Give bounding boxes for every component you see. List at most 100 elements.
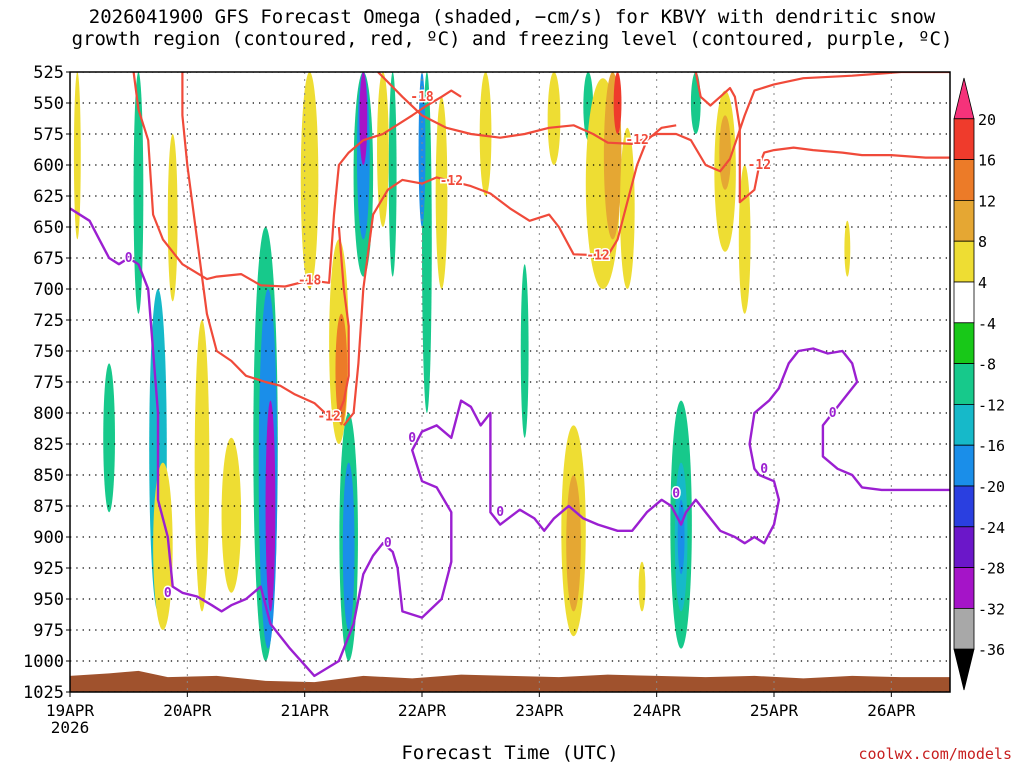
y-tick-label: 850 xyxy=(33,466,64,486)
y-tick-label: 600 xyxy=(33,156,64,176)
colorbar: 20 16 12 8 4 -4 -8 -12 -16 -20 -24 -28 -32 -36 xyxy=(953,77,1005,691)
y-tick-label: 700 xyxy=(33,280,64,300)
y-tick-label: 800 xyxy=(33,404,64,424)
colorbar-segment-9 xyxy=(953,444,975,487)
contour-label-8: -18 xyxy=(298,273,322,288)
x-tick-label: 22APR xyxy=(398,701,447,720)
omega-blob-42 xyxy=(844,220,851,277)
omega-blob-33 xyxy=(620,127,635,290)
colorbar-label: -28 xyxy=(978,560,1005,578)
colorbar-segment-5 xyxy=(953,281,975,324)
y-tick-label: 725 xyxy=(33,311,64,331)
colorbar-segment-11 xyxy=(953,526,975,568)
chart-title-line-2: growth region (contoured, red, ºC) and f… xyxy=(71,28,953,50)
omega-blob-26 xyxy=(547,72,561,165)
colorbar-label: 20 xyxy=(978,111,996,129)
omega-blob-19 xyxy=(377,72,389,227)
y-tick-label: 900 xyxy=(33,528,64,548)
x-tick-label: 24APR xyxy=(633,701,682,720)
chart-title-line-1: 2026041900 GFS Forecast Omega (shaded, −… xyxy=(88,6,936,28)
colorbar-segment-10 xyxy=(953,485,975,528)
omega-blob-40 xyxy=(719,115,731,190)
colorbar-segment-12 xyxy=(953,567,975,609)
contour-dgz-0 xyxy=(132,72,462,288)
omega-blob-11 xyxy=(300,72,319,289)
colorbar-label: -12 xyxy=(978,396,1005,414)
colorbar-label: 8 xyxy=(978,233,987,251)
omega-blob-38 xyxy=(690,72,701,134)
x-axis-title: Forecast Time (UTC) xyxy=(401,742,619,764)
y-tick-label: 825 xyxy=(33,435,64,455)
plot-area: 0 0 0 0 0 0 0 0 -18 -18 -12 -12 -12 -12 -12 xyxy=(70,72,950,692)
contour-label-4: 0 xyxy=(496,505,504,520)
y-tick-label: 975 xyxy=(33,621,64,641)
colorbar-segment-4 xyxy=(953,240,975,283)
contour-freezing-5 xyxy=(70,207,950,678)
omega-blob-32 xyxy=(566,475,581,612)
omega-blob-1 xyxy=(103,363,115,513)
y-tick-label: 1000 xyxy=(23,652,64,672)
y-tick-label: 1025 xyxy=(23,683,64,703)
x-tick-label: 20APR xyxy=(163,701,212,720)
contour-dgz-4 xyxy=(694,72,950,204)
contour-label-12: -12 xyxy=(586,249,609,264)
credit-text: coolwx.com/models xyxy=(858,745,1012,763)
colorbar-label: -16 xyxy=(978,437,1005,455)
contour-label-10: -12 xyxy=(317,410,340,425)
x-tick-label: 19APR xyxy=(46,701,95,720)
colorbar-label: -8 xyxy=(978,356,996,374)
contour-label-14: -12 xyxy=(748,158,771,173)
omega-blob-10 xyxy=(265,400,276,612)
x-tick-label: 25APR xyxy=(750,701,799,720)
colorbar-segment-2 xyxy=(953,159,975,201)
y-tick-label: 650 xyxy=(33,218,64,238)
colorbar-label: -4 xyxy=(978,315,996,333)
y-tick-label: 550 xyxy=(33,94,64,114)
colorbar-top-arrow xyxy=(953,77,975,120)
x-tick-label: 2026 xyxy=(51,718,90,737)
omega-blob-30 xyxy=(613,72,622,134)
contour-label-0: 0 xyxy=(125,251,133,266)
contour-label-7: 0 xyxy=(829,406,837,421)
y-tick-label: 775 xyxy=(33,373,64,393)
omega-blob-0 xyxy=(73,72,81,240)
y-tick-label: 925 xyxy=(33,559,64,579)
contour-label-2: 0 xyxy=(408,431,416,446)
chart-title: 2026041900 GFS Forecast Omega (shaded, −… xyxy=(0,6,1024,50)
y-tick-label: 625 xyxy=(33,187,64,207)
x-tick-label: 21APR xyxy=(281,701,330,720)
contour-dgz-1 xyxy=(181,72,350,418)
colorbar-label: 16 xyxy=(978,152,996,170)
omega-shading: 0 0 0 0 0 0 0 0 -18 -18 -12 -12 -12 -12 -12 xyxy=(70,72,950,692)
contour-label-3: 0 xyxy=(384,536,392,551)
contour-label-5: 0 xyxy=(672,487,680,502)
colorbar-segment-7 xyxy=(953,363,975,405)
colorbar-label: -20 xyxy=(978,478,1005,496)
y-tick-label: 525 xyxy=(33,63,64,83)
omega-blob-23 xyxy=(435,96,448,290)
y-tick-label: 575 xyxy=(33,125,64,145)
y-tick-label: 950 xyxy=(33,590,64,610)
colorbar-segment-1 xyxy=(953,118,975,161)
contour-label-6: 0 xyxy=(760,462,768,477)
contour-dgz-2 xyxy=(342,124,677,427)
y-tick-label: 875 xyxy=(33,497,64,517)
omega-blob-7 xyxy=(221,437,242,593)
omega-blob-20 xyxy=(388,72,397,277)
y-tick-label: 750 xyxy=(33,342,64,362)
x-tick-label: 23APR xyxy=(515,701,564,720)
colorbar-segment-13 xyxy=(953,608,975,650)
contour-label-13: -12 xyxy=(625,133,648,148)
x-tick-label: 26APR xyxy=(867,701,916,720)
colorbar-label: -36 xyxy=(978,641,1005,659)
colorbar-segment-3 xyxy=(953,199,975,242)
omega-blob-34 xyxy=(638,561,646,612)
colorbar-label: -32 xyxy=(978,600,1005,618)
axes: 525 550 575 600 625 650 675 700 725 750 775 800 825 8… xyxy=(23,63,951,737)
omega-blob-5 xyxy=(167,134,178,302)
omega-blob-41 xyxy=(738,165,751,314)
contour-label-9: -18 xyxy=(410,90,434,105)
omega-blob-15 xyxy=(342,462,355,630)
contour-dgz-3 xyxy=(377,72,950,173)
